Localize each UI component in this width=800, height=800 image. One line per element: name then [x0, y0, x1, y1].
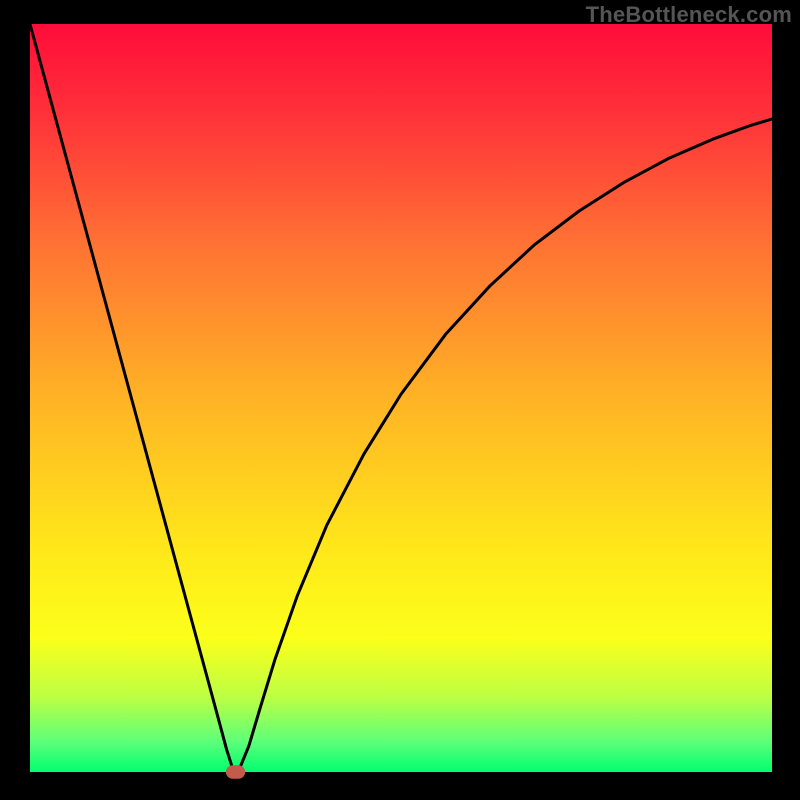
watermark-text: TheBottleneck.com [586, 2, 792, 28]
plot-gradient-fill [30, 24, 772, 772]
chart-root: TheBottleneck.com [0, 0, 800, 800]
minimum-marker [226, 765, 245, 778]
bottleneck-curve-chart [0, 0, 800, 800]
